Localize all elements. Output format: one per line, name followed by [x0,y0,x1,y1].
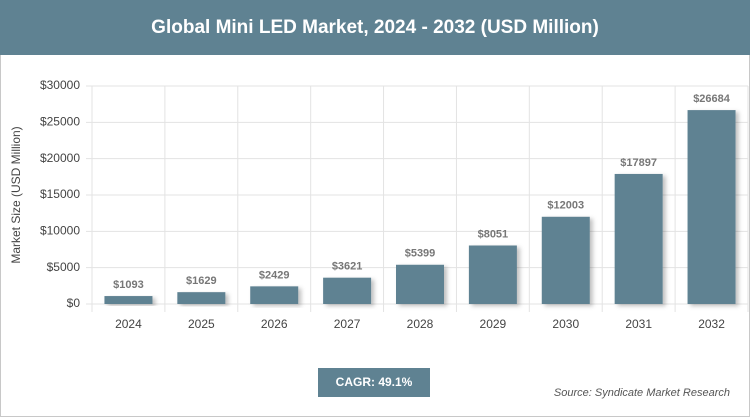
x-tick-label: 2029 [480,317,507,331]
y-tick-label: $20000 [40,151,80,165]
value-label: $1093 [113,279,144,291]
y-tick-label: $5000 [47,260,81,274]
bar [323,277,372,304]
x-tick-label: 2026 [261,317,288,331]
value-label: $26684 [693,93,731,105]
chart-title: Global Mini LED Market, 2024 - 2032 (USD… [151,17,599,38]
y-tick-label: $30000 [40,78,80,92]
source: Source: Syndicate Market Research [554,387,730,399]
bar [104,296,153,304]
y-axis-label: Market Size (USD Million) [9,126,23,263]
value-label: $5399 [405,248,436,260]
x-tick-label: 2031 [625,317,652,331]
value-label: $8051 [478,228,509,240]
value-label: $17897 [620,157,657,169]
header [0,0,750,55]
bar [541,216,590,304]
y-tick-label: $10000 [40,224,80,238]
x-tick-label: 2030 [552,317,579,331]
bar [614,173,663,304]
bar [396,264,444,304]
x-tick-label: 2027 [334,317,361,331]
value-label: $2429 [259,269,290,281]
x-tick-label: 2028 [407,317,434,331]
cagr-box [318,368,430,397]
value-label: $3621 [332,261,363,273]
cagr: CAGR: 49.1% [336,375,413,389]
bar [687,110,736,304]
y-tick-label: $15000 [40,187,80,201]
y-tick-label: $25000 [40,115,80,129]
bar [468,245,517,304]
value-label: $1629 [186,275,217,287]
y-tick-label: $0 [67,296,81,310]
bar [250,286,299,304]
x-tick-label: 2032 [698,317,725,331]
bar [177,292,226,304]
x-tick-label: 2025 [188,317,215,331]
x-tick-label: 2024 [115,317,142,331]
value-label: $12003 [547,200,584,212]
